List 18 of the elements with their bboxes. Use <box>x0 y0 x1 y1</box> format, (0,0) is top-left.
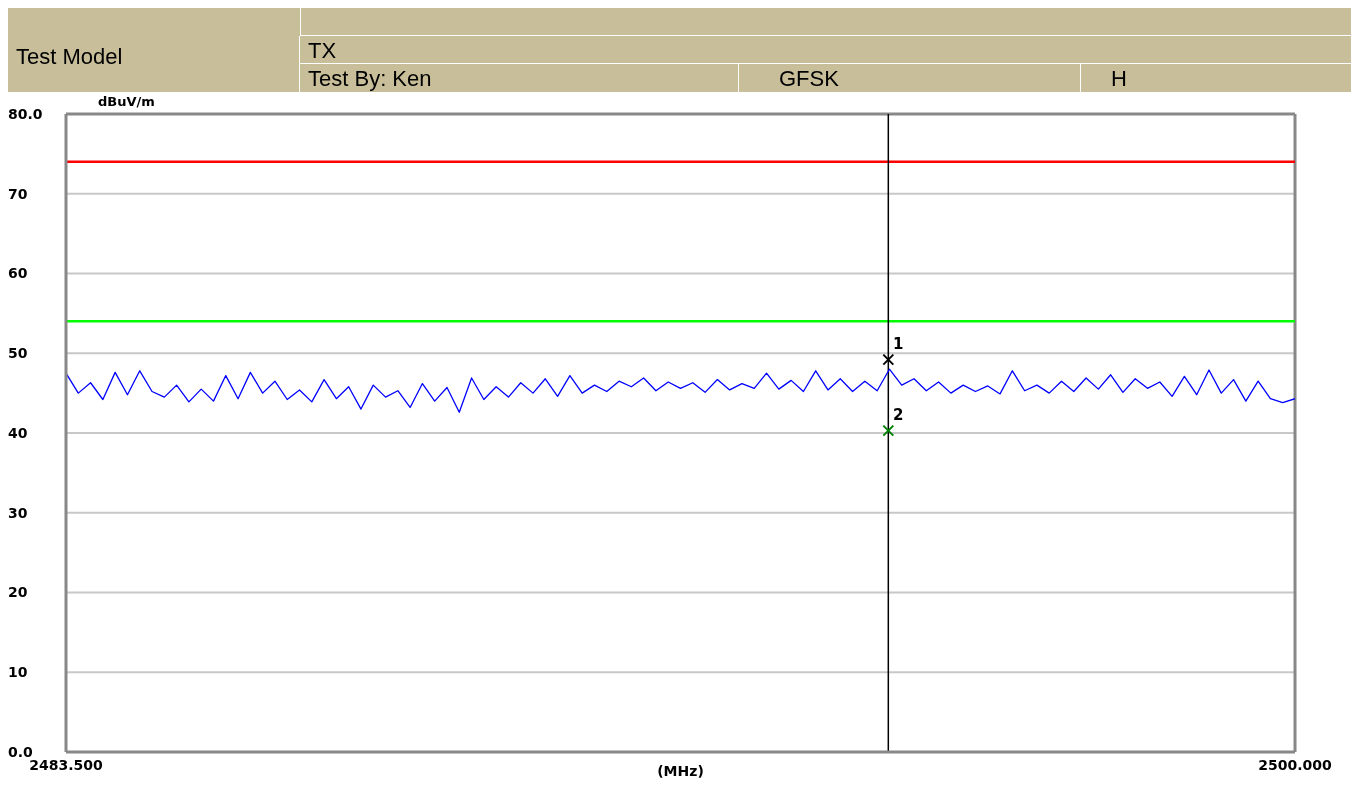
y-tick-label: 30 <box>8 504 28 521</box>
text: H <box>1080 64 1351 94</box>
y-axis-title: dBuV/m <box>98 94 155 109</box>
y-tick-label: 20 <box>8 584 28 601</box>
x-axis-title: (MHz) <box>657 763 704 779</box>
y-tick-label: 50 <box>8 345 28 362</box>
y-tick-label: 40 <box>8 424 28 441</box>
series-label: 1 <box>893 335 904 354</box>
text: TX <box>300 36 1351 64</box>
x-tick-label: 2500.000 <box>1258 756 1333 773</box>
text: Test By: Ken <box>307 65 433 93</box>
y-tick-label: 70 <box>8 185 28 202</box>
series-label: 2 <box>893 406 904 425</box>
y-tick-label: 60 <box>8 265 28 282</box>
y-tick-label: 10 <box>8 664 28 681</box>
text: Test Model <box>15 43 124 71</box>
text: GFSK <box>738 64 1080 94</box>
y-tick-label: 80.0 <box>8 105 43 122</box>
